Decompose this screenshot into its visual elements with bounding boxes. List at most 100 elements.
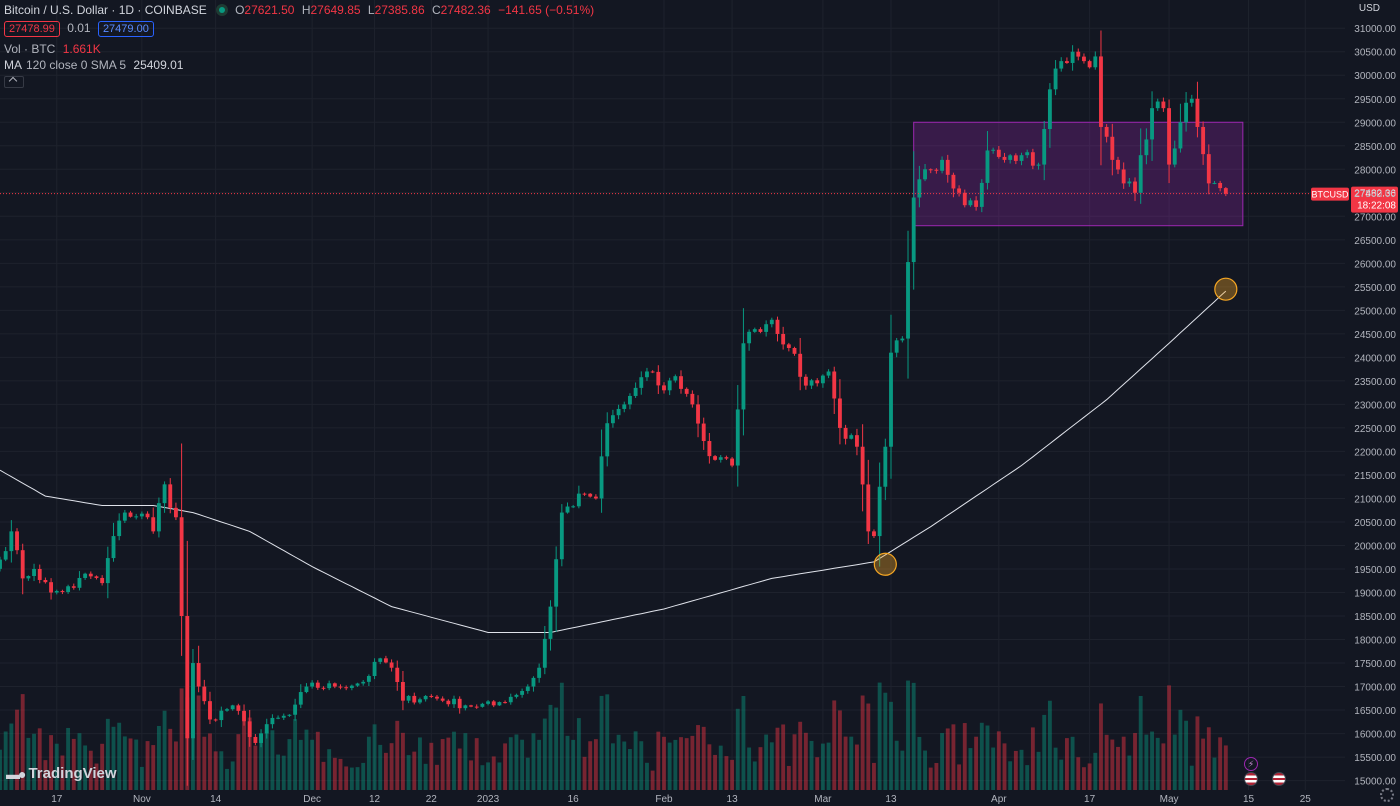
volume-bars xyxy=(0,680,1228,790)
candle-body xyxy=(565,506,570,513)
change-value: −141.65 (−0.51%) xyxy=(498,3,595,17)
settings-icon[interactable] xyxy=(1380,788,1394,802)
volume-bar xyxy=(820,743,825,790)
candle-body xyxy=(690,393,695,405)
candle-body xyxy=(520,690,525,695)
currency-label[interactable]: USD xyxy=(1358,3,1380,14)
time-tick-label: Feb xyxy=(655,794,673,805)
candle-body xyxy=(196,663,201,687)
volume-bar xyxy=(179,688,184,790)
price-axis[interactable]: 15000.00 15500.00 16000.00 16500.00 17000.00… xyxy=(1354,24,1396,787)
candle-body xyxy=(576,493,581,507)
volume-bar xyxy=(940,733,944,790)
volume-bar xyxy=(9,723,14,790)
volume-bar xyxy=(792,734,797,790)
volume-bar xyxy=(775,727,780,790)
candle-body xyxy=(673,376,678,381)
candle-body xyxy=(826,371,831,376)
volume-bar xyxy=(945,728,950,790)
collapse-icon[interactable] xyxy=(4,76,24,88)
volume-bar xyxy=(361,762,366,790)
candle-body xyxy=(559,512,564,560)
candle-body xyxy=(1223,188,1228,194)
candle-body xyxy=(1144,139,1149,156)
volume-bar xyxy=(684,738,689,790)
volume-bar xyxy=(1206,727,1211,790)
volume-bar xyxy=(957,764,962,790)
symbol-legend[interactable]: Bitcoin / U.S. Dollar · 1D · COINBASE O2… xyxy=(4,3,598,17)
range-rectangle[interactable] xyxy=(913,121,1244,227)
candle-body xyxy=(707,441,712,457)
candle-body xyxy=(650,371,655,373)
volume-bar xyxy=(196,695,201,790)
candle-body xyxy=(1002,156,1007,160)
price-tick-label: 27000.00 xyxy=(1354,212,1396,223)
volume-bar xyxy=(253,745,258,790)
volume-bar xyxy=(1030,727,1035,790)
volume-bar xyxy=(1099,703,1103,790)
candle-body xyxy=(1047,89,1052,130)
candle-body xyxy=(281,715,286,718)
volume-bar xyxy=(412,751,417,790)
volume-bar xyxy=(236,734,241,790)
sell-button[interactable]: 27478.99 xyxy=(4,21,60,37)
volume-bar xyxy=(996,731,1001,790)
flag-icon[interactable] xyxy=(1244,772,1258,786)
volume-bar xyxy=(701,726,706,790)
volume-bar xyxy=(497,762,502,790)
volume-bar xyxy=(1172,734,1177,790)
volume-bar xyxy=(593,739,598,790)
volume-bar xyxy=(616,734,621,790)
volume-bar xyxy=(173,741,178,790)
candle-body xyxy=(208,701,212,720)
symbol-title[interactable]: Bitcoin / U.S. Dollar · 1D · COINBASE xyxy=(4,3,207,17)
volume-bar xyxy=(389,743,394,790)
candle-body xyxy=(253,736,258,743)
symbol-tag-bg xyxy=(1311,187,1349,201)
price-tick-label: 25500.00 xyxy=(1354,283,1396,294)
price-tick-label: 17500.00 xyxy=(1354,659,1396,670)
candle-body xyxy=(372,661,377,677)
time-tick-label: 13 xyxy=(885,794,897,805)
volume-bar xyxy=(667,742,672,790)
highlight-circle xyxy=(1214,277,1238,301)
volume-bar xyxy=(571,739,576,790)
ma-label: MA xyxy=(4,58,22,72)
volume-bar xyxy=(355,767,360,790)
candle-body xyxy=(9,531,14,552)
candle-body xyxy=(701,423,706,442)
candle-body xyxy=(88,573,93,577)
buy-button[interactable]: 27479.00 xyxy=(97,21,154,37)
candle-body xyxy=(696,404,700,424)
volume-bar xyxy=(1087,763,1092,790)
candle-body xyxy=(741,343,746,410)
highlight-circles[interactable] xyxy=(873,277,1238,576)
candle-body xyxy=(1201,126,1206,155)
candle-body xyxy=(15,531,19,551)
volume-bar xyxy=(730,759,735,790)
volume-bar xyxy=(105,718,110,790)
volume-bar xyxy=(327,749,332,790)
volume-bar xyxy=(713,754,717,790)
candle-body xyxy=(843,427,848,439)
volume-bar xyxy=(310,739,315,790)
candle-body xyxy=(1104,126,1109,137)
candle-body xyxy=(122,512,127,521)
candle-body xyxy=(928,169,933,171)
volume-bar xyxy=(894,740,899,790)
candle-body xyxy=(191,663,195,739)
ma-legend[interactable]: MA 120 close 0 SMA 5 25409.01 xyxy=(4,58,187,72)
candle-body xyxy=(1127,181,1132,184)
volume-bar xyxy=(962,723,967,790)
lightning-icon[interactable]: ⚡ xyxy=(1244,757,1258,771)
time-axis[interactable]: 17 Nov 14 Dec 12 22 2023 16 Feb 13 Mar 13 Apr 17 May 15… xyxy=(51,794,1311,805)
volume-legend[interactable]: Vol · BTC 1.661K xyxy=(4,42,105,56)
volume-bar xyxy=(134,739,139,790)
volume-bar xyxy=(934,763,939,790)
candle-body xyxy=(332,683,337,687)
volume-bar xyxy=(735,708,740,790)
candle-body xyxy=(162,484,167,504)
flag-icon[interactable] xyxy=(1272,772,1286,786)
time-tick-label: Mar xyxy=(814,794,832,805)
